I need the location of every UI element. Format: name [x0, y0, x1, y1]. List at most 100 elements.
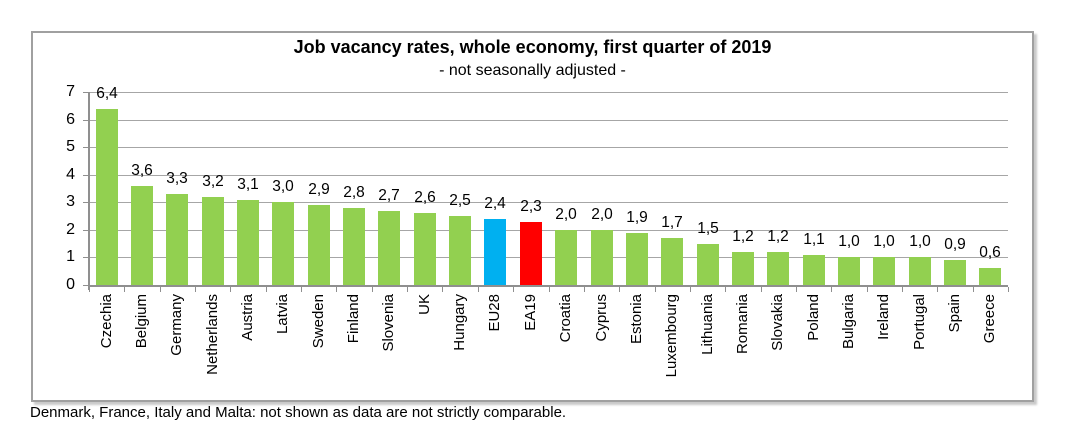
bar-value-label: 3,3 [166, 170, 188, 187]
bar-value-label: 1,0 [838, 233, 860, 250]
category-label: Lithuania [699, 294, 716, 355]
gridline [89, 92, 1008, 93]
bar-bulgaria [838, 257, 860, 285]
category-label: Luxembourg [663, 294, 680, 378]
category-label: Estonia [628, 294, 645, 345]
bar-value-label: 1,7 [661, 214, 683, 231]
y-axis-tick-label: 3 [66, 193, 75, 210]
bar-value-label: 6,4 [96, 85, 118, 102]
y-axis-line [88, 92, 90, 290]
y-axis-tick-label: 5 [66, 138, 75, 155]
bar-value-label: 1,5 [697, 220, 719, 237]
x-axis-tick [266, 287, 267, 292]
bar-value-label: 1,0 [909, 233, 931, 250]
bar-spain [944, 260, 966, 285]
x-axis-tick [549, 287, 550, 292]
bar-portugal [909, 257, 931, 285]
bar-value-label: 2,9 [308, 181, 330, 198]
category-label: Austria [239, 294, 256, 341]
x-axis-tick [372, 287, 373, 292]
bar-value-label: 2,8 [343, 184, 365, 201]
bar-sweden [308, 205, 330, 285]
bar-finland [343, 208, 365, 285]
footnote: Denmark, France, Italy and Malta: not sh… [30, 404, 567, 421]
gridline [89, 147, 1008, 148]
bar-value-label: 1,2 [767, 228, 789, 245]
y-axis-tick-label: 6 [66, 111, 75, 128]
y-axis-tick [83, 147, 89, 148]
bar-value-label: 1,0 [873, 233, 895, 250]
category-label: Latvia [274, 294, 291, 335]
bar-ireland [873, 257, 895, 285]
x-axis-tick [655, 287, 656, 292]
bar-value-label: 0,6 [979, 244, 1001, 261]
category-label: Czechia [98, 294, 115, 349]
bar-value-label: 1,2 [732, 228, 754, 245]
category-label: Sweden [310, 294, 327, 349]
gridline [89, 175, 1008, 176]
bar-value-label: 3,0 [272, 178, 294, 195]
y-axis-tick [83, 175, 89, 176]
y-axis-tick [83, 257, 89, 258]
x-axis-tick [442, 287, 443, 292]
x-axis-tick [619, 287, 620, 292]
bar-value-label: 1,1 [803, 231, 825, 248]
x-axis-tick [513, 287, 514, 292]
x-axis-tick [478, 287, 479, 292]
x-axis-tick [195, 287, 196, 292]
x-axis-tick [584, 287, 585, 292]
chart-frame: Job vacancy rates, whole economy, first … [31, 31, 1034, 402]
category-label: Finland [345, 294, 362, 344]
bar-poland [803, 255, 825, 285]
bar-value-label: 2,0 [591, 206, 613, 223]
bar-value-label: 2,3 [520, 198, 542, 215]
bar-estonia [626, 233, 648, 285]
y-axis-tick [83, 202, 89, 203]
bar-value-label: 3,2 [202, 173, 224, 190]
bar-value-label: 2,6 [414, 189, 436, 206]
bar-uk [414, 213, 436, 285]
bar-eu28 [484, 219, 506, 285]
category-label: Ireland [875, 294, 892, 340]
gridline [89, 202, 1008, 203]
y-axis-tick [83, 230, 89, 231]
gridline [89, 120, 1008, 121]
x-axis-tick [407, 287, 408, 292]
x-axis-tick [831, 287, 832, 292]
y-axis-tick-label: 7 [66, 83, 75, 100]
category-label: Slovenia [380, 294, 397, 352]
x-axis-tick [867, 287, 868, 292]
category-label: Greece [981, 294, 998, 344]
chart-subtitle: - not seasonally adjusted - [439, 62, 626, 79]
bar-value-label: 2,7 [378, 187, 400, 204]
y-axis-tick [83, 285, 89, 286]
x-axis-tick [230, 287, 231, 292]
category-label: Slovakia [769, 294, 786, 351]
x-axis-tick [761, 287, 762, 292]
bar-value-label: 3,1 [237, 176, 259, 193]
bar-ea19 [520, 222, 542, 285]
y-axis-tick-label: 2 [66, 221, 75, 238]
x-axis-tick [690, 287, 691, 292]
y-axis-tick [83, 120, 89, 121]
bar-value-label: 3,6 [131, 162, 153, 179]
bar-belgium [131, 186, 153, 285]
category-label: Croatia [557, 294, 574, 343]
bar-hungary [449, 216, 471, 285]
category-label: Hungary [451, 294, 468, 351]
bar-slovenia [378, 211, 400, 285]
category-label: Portugal [911, 294, 928, 350]
y-axis-tick [83, 92, 89, 93]
x-axis-line [89, 285, 1008, 287]
bar-germany [166, 194, 188, 285]
bar-cyprus [591, 230, 613, 285]
x-axis-tick [902, 287, 903, 292]
x-axis-tick [796, 287, 797, 292]
category-label: UK [416, 294, 433, 315]
bar-value-label: 1,9 [626, 209, 648, 226]
y-axis-tick-label: 1 [66, 248, 75, 265]
bar-netherlands [202, 197, 224, 285]
category-label: Germany [168, 294, 185, 356]
bar-austria [237, 200, 259, 285]
